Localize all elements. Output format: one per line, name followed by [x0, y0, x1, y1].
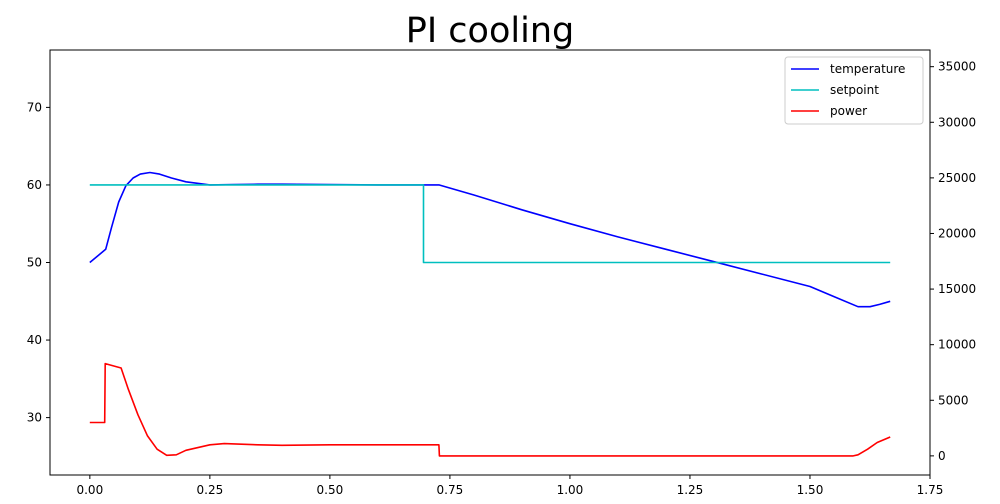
axes: 0.00 0.25 0.50 0.75 1.00 1.25 1.50 1.75 30 40 50 60… — [27, 60, 976, 497]
x-tick-label: 1.75 — [917, 483, 944, 497]
legend-label-temperature: temperature — [830, 62, 905, 76]
y-right-tick-label: 0 — [938, 449, 946, 463]
legend-label-setpoint: setpoint — [830, 83, 879, 97]
x-tick-label: 0.75 — [437, 483, 464, 497]
y-right-tick-label: 35000 — [938, 60, 976, 74]
series-line-temperature — [89, 171, 891, 308]
legend-label-power: power — [830, 104, 867, 118]
y-right-tick-label: 15000 — [938, 282, 976, 296]
series-line-power — [89, 362, 891, 457]
series-line-setpoint — [89, 184, 891, 264]
legend-box — [784, 56, 924, 125]
y-right-tick-label: 30000 — [938, 115, 976, 129]
y-right-tick-label: 5000 — [938, 393, 969, 407]
y-left-tick-label: 30 — [27, 411, 42, 425]
y-left-tick-label: 50 — [27, 256, 42, 270]
y-left-tick-label: 70 — [27, 100, 42, 114]
x-tick-label: 1.00 — [557, 483, 584, 497]
x-tick-label: 0.25 — [197, 483, 224, 497]
y-right-tick-label: 25000 — [938, 171, 976, 185]
y-right-tick-label: 20000 — [938, 226, 976, 240]
y-left-tick-label: 40 — [27, 333, 42, 347]
legend: temperature setpoint power — [784, 56, 924, 125]
plot-area — [89, 171, 891, 457]
y-left-tick-label: 60 — [27, 178, 42, 192]
y-right-tick-label: 10000 — [938, 338, 976, 352]
x-tick-label: 1.25 — [677, 483, 704, 497]
chart-title: PI cooling — [406, 11, 574, 51]
x-tick-label: 0.00 — [76, 483, 103, 497]
x-tick-label: 1.50 — [797, 483, 824, 497]
x-tick-label: 0.50 — [317, 483, 344, 497]
